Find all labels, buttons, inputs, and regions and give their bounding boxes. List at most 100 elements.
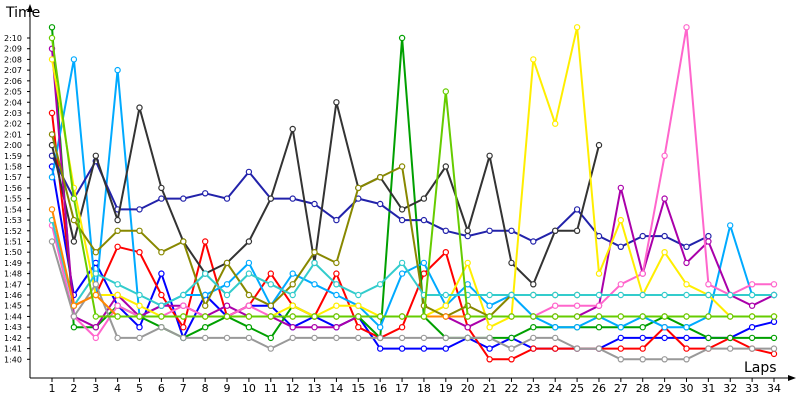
data-point bbox=[508, 291, 515, 299]
data-point bbox=[223, 281, 231, 288]
x-tick-label: 23 bbox=[526, 382, 540, 395]
data-point bbox=[617, 334, 625, 342]
data-point bbox=[136, 334, 143, 342]
data-point bbox=[48, 173, 56, 181]
data-point bbox=[595, 270, 603, 277]
y-axis-title: Time bbox=[5, 5, 40, 21]
data-point bbox=[442, 334, 449, 342]
data-point bbox=[70, 302, 78, 309]
data-point bbox=[223, 334, 231, 342]
data-point bbox=[245, 168, 253, 176]
data-point bbox=[267, 281, 274, 288]
x-tick-label: 12 bbox=[286, 382, 300, 395]
data-point bbox=[92, 334, 100, 342]
y-tick-label: 1:55 bbox=[4, 195, 22, 204]
data-point bbox=[683, 345, 690, 352]
data-point bbox=[464, 227, 471, 234]
data-point bbox=[114, 227, 121, 234]
data-point bbox=[92, 152, 100, 159]
x-tick-label: 6 bbox=[158, 382, 165, 395]
y-tick-label: 1:40 bbox=[4, 355, 22, 364]
x-tick-label: 31 bbox=[701, 382, 715, 395]
data-point bbox=[114, 334, 121, 342]
data-point bbox=[136, 206, 143, 213]
data-point bbox=[530, 281, 537, 288]
data-point bbox=[573, 24, 581, 31]
data-point bbox=[617, 291, 625, 299]
data-point bbox=[92, 324, 100, 331]
data-point bbox=[639, 270, 646, 277]
data-point bbox=[398, 34, 406, 42]
data-point bbox=[114, 243, 121, 250]
y-tick-label: 2:10 bbox=[4, 34, 22, 43]
data-point bbox=[683, 324, 690, 331]
data-point bbox=[289, 291, 296, 299]
y-tick-label: 1:43 bbox=[4, 323, 22, 332]
data-point bbox=[333, 324, 340, 331]
data-point bbox=[420, 334, 428, 342]
data-point bbox=[398, 216, 406, 224]
data-point bbox=[377, 200, 384, 208]
data-point bbox=[464, 334, 471, 342]
data-point bbox=[245, 334, 253, 342]
data-point bbox=[442, 88, 449, 95]
data-point bbox=[595, 324, 603, 331]
data-point bbox=[530, 291, 537, 299]
data-point bbox=[289, 281, 296, 288]
data-point bbox=[245, 313, 253, 320]
data-point bbox=[201, 313, 209, 320]
data-point bbox=[377, 313, 384, 320]
data-point bbox=[48, 109, 56, 117]
data-point bbox=[355, 324, 362, 331]
data-point bbox=[136, 248, 143, 256]
data-point bbox=[377, 281, 384, 288]
data-point bbox=[70, 216, 78, 224]
x-tick-label: 13 bbox=[308, 382, 322, 395]
x-tick-label: 33 bbox=[745, 382, 759, 395]
data-point bbox=[705, 232, 712, 240]
data-point bbox=[245, 302, 253, 309]
x-tick-label: 3 bbox=[92, 382, 99, 395]
data-point bbox=[617, 216, 625, 224]
data-point bbox=[639, 345, 646, 352]
data-point bbox=[114, 216, 121, 224]
data-point bbox=[705, 313, 712, 320]
data-point bbox=[136, 104, 143, 111]
data-point bbox=[770, 318, 778, 325]
data-point bbox=[508, 313, 515, 320]
data-point bbox=[114, 302, 121, 309]
data-point bbox=[552, 302, 559, 309]
data-point bbox=[223, 302, 231, 309]
data-point bbox=[92, 291, 100, 299]
x-tick-label: 14 bbox=[329, 382, 343, 395]
data-point bbox=[683, 356, 690, 363]
data-point bbox=[530, 334, 537, 342]
data-point bbox=[464, 259, 471, 267]
data-point bbox=[398, 206, 406, 213]
x-tick-label: 26 bbox=[592, 382, 606, 395]
data-point bbox=[201, 302, 209, 309]
data-point bbox=[442, 345, 449, 352]
series-line bbox=[51, 37, 774, 318]
data-point bbox=[158, 270, 165, 277]
data-point bbox=[223, 259, 231, 267]
data-point bbox=[727, 222, 734, 229]
data-point bbox=[442, 227, 449, 234]
data-point bbox=[333, 270, 340, 277]
data-point bbox=[333, 291, 340, 299]
data-point bbox=[639, 356, 646, 363]
data-point bbox=[420, 313, 428, 320]
x-tick-label: 18 bbox=[417, 382, 431, 395]
data-point bbox=[508, 227, 515, 234]
data-point bbox=[333, 259, 340, 267]
data-point bbox=[595, 232, 603, 240]
y-tick-label: 2:00 bbox=[4, 141, 22, 150]
data-point bbox=[398, 270, 406, 277]
data-point bbox=[442, 313, 449, 320]
data-point bbox=[770, 291, 778, 299]
data-point bbox=[114, 291, 121, 299]
data-point bbox=[661, 324, 668, 331]
data-point bbox=[486, 291, 493, 299]
data-point bbox=[158, 248, 165, 256]
data-point bbox=[158, 184, 165, 192]
